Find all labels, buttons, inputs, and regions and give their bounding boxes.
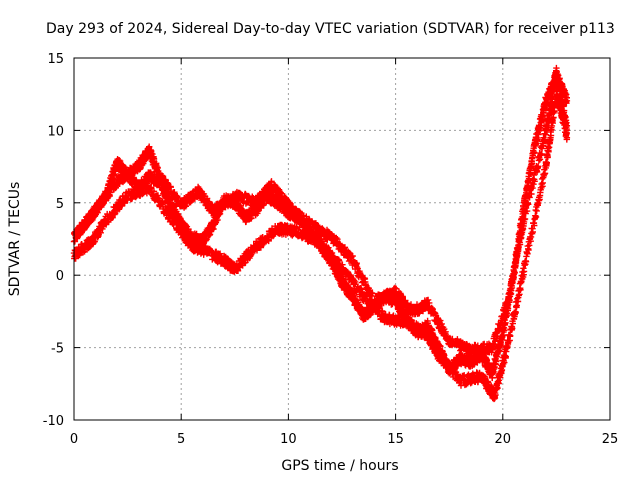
series-upper: [77, 64, 571, 358]
x-tick-label: 0: [70, 432, 78, 447]
x-axis-label: GPS time / hours: [281, 458, 398, 474]
y-tick-label: 10: [47, 124, 64, 139]
y-axis-label: SDTVAR / TECUs: [7, 182, 23, 297]
x-tick-label: 10: [280, 432, 297, 447]
axis-ticks: 0 5 10 15 20 25 -10 -5 0 5 10 15: [43, 52, 619, 447]
marker-path: [77, 64, 571, 358]
y-tick-label: 15: [47, 52, 64, 67]
x-tick-label: 25: [602, 432, 619, 447]
y-tick-label: -10: [43, 414, 64, 429]
gridlines: [74, 58, 610, 420]
x-tick-label: 15: [387, 432, 404, 447]
y-tick-label: -5: [51, 342, 64, 357]
y-tick-label: 5: [56, 197, 64, 212]
y-tick-label: 0: [56, 269, 64, 284]
chart-title: Day 293 of 2024, Sidereal Day-to-day VTE…: [46, 21, 615, 37]
x-tick-label: 20: [495, 432, 512, 447]
plot-frame: [73, 57, 611, 421]
x-tick-label: 5: [177, 432, 185, 447]
